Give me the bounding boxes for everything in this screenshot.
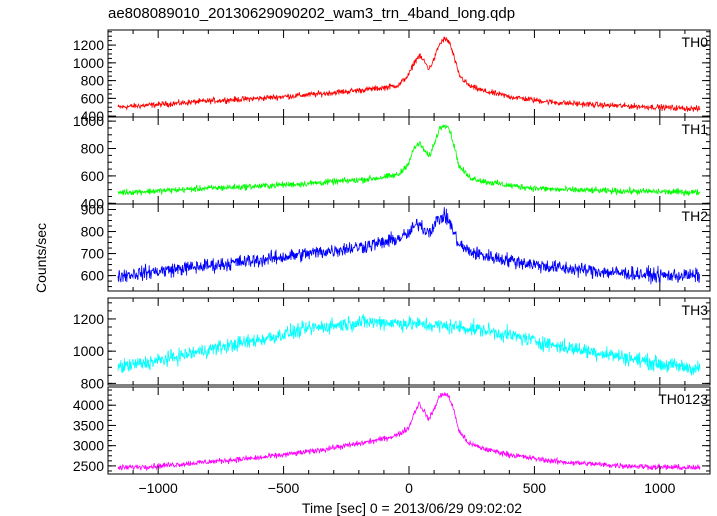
- y-tick-label: 2500: [73, 458, 104, 474]
- series-line-th1: [117, 124, 701, 198]
- y-tick-label: 1200: [73, 37, 104, 53]
- y-tick-label: 4000: [73, 397, 104, 413]
- y-axis-label: Counts/sec: [33, 223, 49, 293]
- y-tick-label: 1000: [73, 113, 104, 129]
- panel-frame: [107, 297, 711, 386]
- panel-th1: 400 600 800 1000 TH1: [73, 113, 711, 211]
- y-tick-label: 3000: [73, 438, 104, 454]
- y-tick-label: 600: [81, 90, 105, 106]
- x-axis-label: Time [sec] 0 = 2013/06/29 09:02:02: [302, 500, 522, 516]
- y-tick-label: 1000: [73, 55, 104, 71]
- y-tick-label: 1200: [73, 311, 104, 327]
- y-tick-label: 600: [81, 268, 105, 284]
- panel-th2: 600 700 800 900 TH2: [81, 202, 711, 292]
- y-tick-label: 800: [81, 73, 105, 89]
- panel-label-th0: TH0: [682, 34, 709, 50]
- x-tick-label: −500: [268, 480, 300, 496]
- y-tick-label: 1000: [73, 343, 104, 359]
- y-tick-label: 3500: [73, 417, 104, 433]
- chart-title: ae808089010_20130629090202_wam3_trn_4ban…: [108, 5, 515, 22]
- panel-label-th2: TH2: [682, 208, 709, 224]
- x-tick-label: 0: [405, 480, 413, 496]
- series-line-th0123: [117, 392, 701, 472]
- panel-label-th0123: TH0123: [658, 391, 708, 407]
- panel-label-th1: TH1: [682, 121, 709, 137]
- y-tick-label: 400: [81, 195, 105, 211]
- x-tick-label: 1000: [644, 480, 675, 496]
- y-tick-label: 700: [81, 246, 105, 262]
- y-tick-label: 800: [81, 141, 105, 157]
- panel-frame: [107, 203, 711, 292]
- y-tick-label: 800: [81, 375, 105, 391]
- series-line-th3: [117, 314, 701, 377]
- y-tick-label: 600: [81, 168, 105, 184]
- panel-th0123: 2500 3000 3500 4000 TH0123: [73, 386, 711, 475]
- series-line-th0: [117, 36, 701, 113]
- panel-label-th3: TH3: [682, 302, 709, 318]
- y-tick-label: 400: [81, 108, 105, 124]
- series-line-th2: [117, 207, 700, 285]
- x-tick-label: −1000: [139, 480, 179, 496]
- y-tick-label: 900: [81, 202, 105, 218]
- y-tick-label: 800: [81, 224, 105, 240]
- x-tick-label: 500: [523, 480, 547, 496]
- panel-th3: 800 1000 1200 TH3: [73, 297, 711, 391]
